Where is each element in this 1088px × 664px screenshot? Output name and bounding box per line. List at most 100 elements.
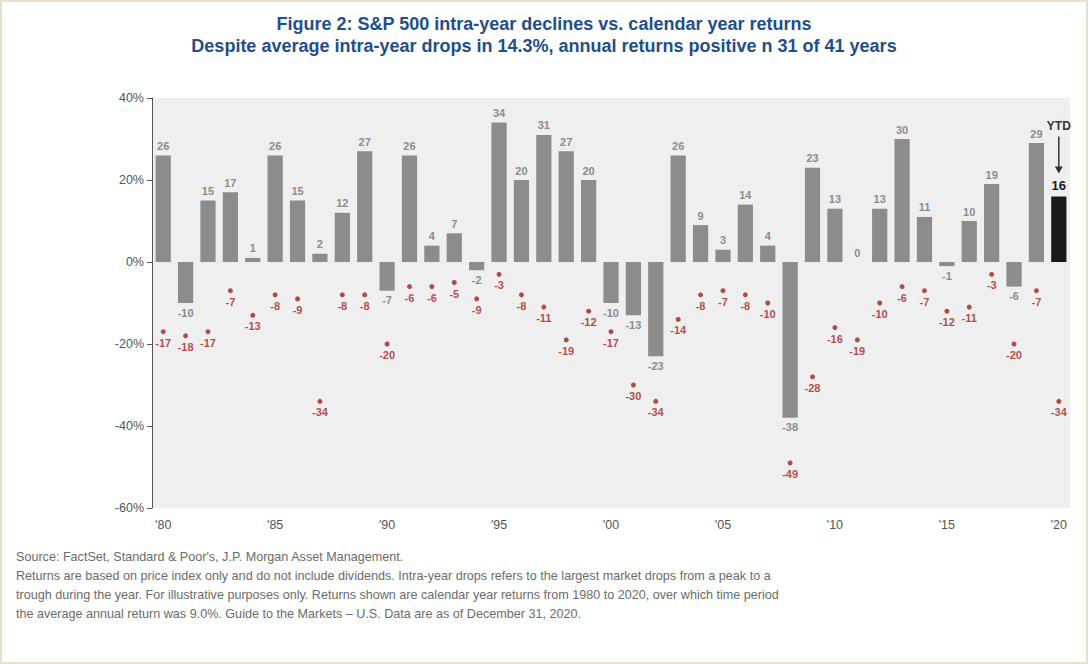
svg-text:'15: '15 <box>939 518 955 532</box>
svg-text:'00: '00 <box>603 518 619 532</box>
svg-text:-20%: -20% <box>115 337 144 351</box>
svg-text:-19: -19 <box>558 345 574 357</box>
svg-text:-9: -9 <box>293 304 303 316</box>
svg-text:4: 4 <box>765 230 772 242</box>
svg-text:-30: -30 <box>625 390 641 402</box>
svg-text:29: 29 <box>1030 128 1042 140</box>
svg-text:3: 3 <box>720 234 726 246</box>
svg-text:-10: -10 <box>603 307 619 319</box>
svg-text:0%: 0% <box>126 255 144 269</box>
svg-text:-2: -2 <box>472 274 482 286</box>
svg-text:23: 23 <box>806 152 818 164</box>
svg-text:-11: -11 <box>962 312 977 324</box>
svg-text:-7: -7 <box>1032 296 1042 308</box>
svg-text:1: 1 <box>250 242 256 254</box>
svg-text:15: 15 <box>202 185 214 197</box>
svg-text:-1: -1 <box>942 270 952 282</box>
svg-text:'95: '95 <box>491 518 507 532</box>
svg-text:-8: -8 <box>360 300 370 312</box>
svg-text:-34: -34 <box>648 406 665 418</box>
svg-text:-13: -13 <box>625 319 641 331</box>
svg-text:-19: -19 <box>849 345 865 357</box>
svg-text:'90: '90 <box>379 518 395 532</box>
svg-text:13: 13 <box>829 193 841 205</box>
svg-text:-7: -7 <box>382 294 392 306</box>
svg-text:-13: -13 <box>245 320 261 332</box>
svg-text:-17: -17 <box>155 337 171 349</box>
svg-text:-49: -49 <box>782 468 798 480</box>
svg-text:-6: -6 <box>405 292 415 304</box>
svg-text:40%: 40% <box>119 91 144 105</box>
svg-text:-10: -10 <box>178 307 194 319</box>
svg-text:0: 0 <box>854 247 860 259</box>
svg-text:-17: -17 <box>603 337 619 349</box>
svg-text:7: 7 <box>451 218 457 230</box>
svg-text:-20: -20 <box>1006 349 1022 361</box>
svg-text:-6: -6 <box>897 292 907 304</box>
svg-text:-8: -8 <box>517 300 527 312</box>
svg-text:19: 19 <box>986 169 998 181</box>
svg-text:'80: '80 <box>155 518 171 532</box>
svg-text:26: 26 <box>269 140 281 152</box>
svg-text:-60%: -60% <box>115 501 144 515</box>
svg-text:-10: -10 <box>872 308 888 320</box>
svg-text:4: 4 <box>429 230 436 242</box>
svg-text:-3: -3 <box>494 279 504 291</box>
svg-text:27: 27 <box>359 136 371 148</box>
svg-text:20%: 20% <box>119 173 144 187</box>
svg-text:'20: '20 <box>1051 518 1067 532</box>
svg-text:-7: -7 <box>718 296 728 308</box>
svg-text:26: 26 <box>403 140 415 152</box>
svg-text:17: 17 <box>224 177 236 189</box>
svg-text:-28: -28 <box>805 382 821 394</box>
svg-text:26: 26 <box>672 140 684 152</box>
svg-text:-16: -16 <box>827 333 843 345</box>
svg-text:-6: -6 <box>427 292 437 304</box>
svg-text:11: 11 <box>919 201 931 213</box>
svg-text:'85: '85 <box>267 518 283 532</box>
svg-text:-8: -8 <box>740 300 750 312</box>
svg-text:31: 31 <box>538 119 550 131</box>
svg-text:14: 14 <box>739 189 752 201</box>
svg-text:YTD: YTD <box>1047 119 1071 133</box>
svg-text:'05: '05 <box>715 518 731 532</box>
svg-text:10: 10 <box>963 206 975 218</box>
svg-text:Figure 2: S&P 500 intra-year d: Figure 2: S&P 500 intra-year declines vs… <box>277 14 812 34</box>
svg-text:-8: -8 <box>270 300 280 312</box>
svg-text:-11: -11 <box>536 312 551 324</box>
svg-text:27: 27 <box>560 136 572 148</box>
svg-text:-34: -34 <box>312 406 329 418</box>
svg-text:-6: -6 <box>1009 290 1019 302</box>
svg-text:-14: -14 <box>670 324 687 336</box>
svg-text:34: 34 <box>493 107 506 119</box>
svg-text:-7: -7 <box>225 296 235 308</box>
svg-text:-8: -8 <box>696 300 706 312</box>
svg-text:-40%: -40% <box>115 419 144 433</box>
svg-text:15: 15 <box>291 185 303 197</box>
svg-text:-8: -8 <box>337 300 347 312</box>
svg-text:30: 30 <box>896 124 908 136</box>
svg-text:-20: -20 <box>379 349 395 361</box>
svg-text:-5: -5 <box>449 288 459 300</box>
svg-text:16: 16 <box>1052 178 1066 193</box>
svg-text:-3: -3 <box>987 279 997 291</box>
svg-text:-17: -17 <box>200 337 216 349</box>
svg-text:26: 26 <box>157 140 169 152</box>
svg-text:12: 12 <box>336 197 348 209</box>
svg-text:-12: -12 <box>939 316 955 328</box>
svg-text:-38: -38 <box>782 421 798 433</box>
svg-text:9: 9 <box>697 210 703 222</box>
svg-text:13: 13 <box>874 193 886 205</box>
svg-text:-12: -12 <box>581 316 597 328</box>
svg-text:'10: '10 <box>827 518 843 532</box>
svg-text:Despite average intra-year dro: Despite average intra-year drops in 14.3… <box>191 36 896 56</box>
svg-text:-10: -10 <box>760 308 776 320</box>
svg-text:2: 2 <box>317 238 323 250</box>
svg-text:-7: -7 <box>920 296 930 308</box>
svg-text:20: 20 <box>582 165 594 177</box>
svg-text:-34: -34 <box>1051 406 1068 418</box>
svg-text:-9: -9 <box>472 304 482 316</box>
svg-text:-18: -18 <box>178 341 194 353</box>
svg-text:20: 20 <box>515 165 527 177</box>
svg-text:-23: -23 <box>648 360 664 372</box>
